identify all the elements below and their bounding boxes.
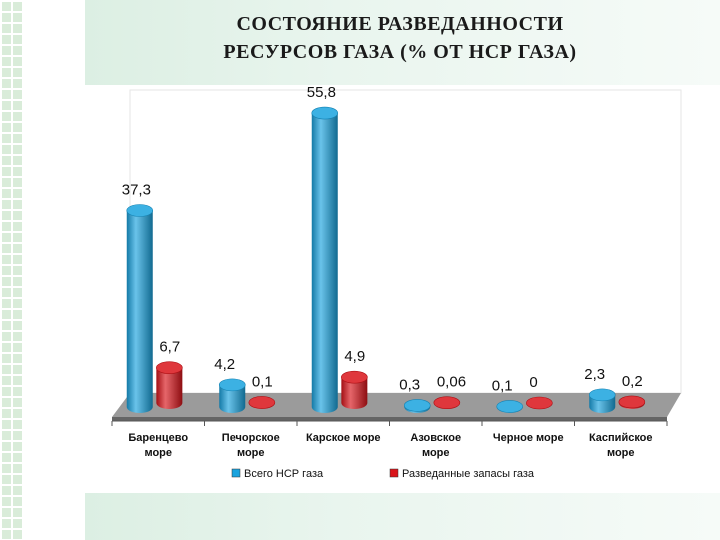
cylinder-body (156, 367, 183, 409)
x-tick-label: море (237, 447, 265, 459)
bar-explored-1 (248, 396, 276, 409)
cylinder-body (341, 377, 368, 409)
cylinder-body (126, 210, 153, 413)
bar-total-5 (588, 388, 616, 413)
decorative-strip (0, 0, 22, 540)
data-label: 0,1 (492, 377, 513, 394)
bar-explored-0 (156, 361, 183, 409)
x-tick-label: море (144, 447, 172, 459)
data-label: 0,2 (622, 373, 643, 390)
title-line-2: РЕСУРСОВ ГАЗА (% ОТ НСР ГАЗА) (223, 41, 577, 63)
data-label: 0,06 (437, 374, 466, 391)
data-label: 2,3 (584, 366, 605, 383)
gas-exploration-chart: 37,3 4,2 55,8 0,3 0,1 2,3 6,7 0,1 4,9 0,06 0 0,2 Бар… (111, 84, 682, 480)
legend-label-0: Всего НСР газа (244, 468, 324, 480)
chart-panel: 37,3 4,2 55,8 0,3 0,1 2,3 6,7 0,1 4,9 0,06 0 0,2 Бар… (42, 84, 720, 493)
bar-total-3 (403, 399, 431, 413)
cylinder-top (126, 204, 154, 217)
data-label: 0,3 (399, 376, 420, 393)
cylinder-top (496, 400, 524, 413)
data-label: 55,8 (307, 85, 336, 101)
x-tick-label: Черное море (493, 432, 564, 444)
data-label: 0 (529, 374, 537, 391)
data-label: 4,2 (214, 356, 235, 373)
x-tick-label: Баренцево (128, 432, 188, 444)
cylinder-top (433, 396, 461, 409)
bar-explored-5 (618, 395, 646, 409)
cylinder-top (341, 370, 368, 384)
cylinder-body (219, 384, 246, 413)
title-line-1: СОСТОЯНИЕ РАЗВЕДАННОСТИ (236, 13, 564, 35)
cylinder-top (218, 378, 246, 392)
bar-explored-4 (526, 396, 553, 410)
legend-swatch-0 (231, 468, 241, 478)
data-label: 6,7 (159, 339, 180, 356)
bar-total-1 (218, 378, 246, 413)
data-label: 37,3 (122, 182, 151, 199)
cylinder-top (311, 106, 339, 120)
bar-explored-3 (433, 396, 461, 409)
cylinder-body (311, 113, 338, 413)
chart-floor-edge (112, 417, 667, 421)
legend-label-1: Разведанные запасы газа (402, 468, 535, 480)
x-tick-label: море (607, 447, 635, 459)
data-label: 0,1 (252, 373, 273, 390)
x-tick-label: Карское море (306, 432, 381, 444)
page-title: СОСТОЯНИЕ РАЗВЕДАННОСТИ РЕСУРСОВ ГАЗА (%… (100, 10, 700, 66)
cylinder-top (403, 399, 431, 412)
cylinder-top (248, 396, 276, 409)
cylinder-top (588, 388, 616, 402)
data-label: 4,9 (344, 348, 365, 365)
cylinder-top (618, 395, 646, 409)
cylinder-top (526, 396, 553, 410)
bar-explored-2 (341, 370, 368, 409)
bar-total-2 (311, 106, 339, 413)
x-tick-label: Каспийское (589, 432, 653, 444)
cylinder-top (156, 361, 183, 375)
x-tick-label: Печорское (222, 432, 280, 444)
bar-total-0 (126, 204, 154, 413)
bar-total-4 (496, 400, 524, 413)
x-tick-label: Азовское (410, 432, 461, 444)
back-wall (129, 89, 682, 394)
x-tick-label: море (422, 447, 450, 459)
legend-swatch-1 (389, 468, 399, 478)
